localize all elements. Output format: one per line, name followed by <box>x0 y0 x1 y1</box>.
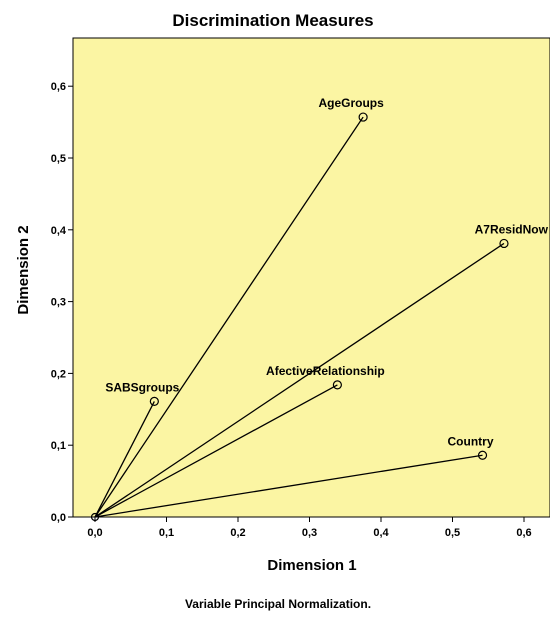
x-tick-label: 0,5 <box>445 527 460 539</box>
vector-line <box>94 116 364 518</box>
plot-area <box>72 37 550 518</box>
point-marker <box>358 112 368 122</box>
x-tick-label: 0,6 <box>516 527 531 539</box>
y-tick-label: 0,1 <box>51 440 66 452</box>
x-tick-label: 0,1 <box>159 527 174 539</box>
point-markers <box>90 112 509 522</box>
point-label: A7ResidNow <box>475 222 549 236</box>
point-label: SABSgroups <box>105 380 179 394</box>
point-marker <box>332 380 342 390</box>
y-tick-label: 0,3 <box>51 297 66 309</box>
x-tick-label: 0,3 <box>302 527 317 539</box>
x-axis: 0,0 0,1 0,2 0,3 0,4 0,5 0,6 <box>87 517 532 539</box>
point-label: AgeGroups <box>318 96 384 110</box>
vector-line <box>94 401 155 518</box>
x-tick-label: 0,4 <box>373 527 389 539</box>
point-marker <box>499 238 509 249</box>
chart-footnote: Variable Principal Normalization. <box>185 597 371 611</box>
y-axis: 0,0 0,1 0,2 0,3 0,4 0,5 0,6 <box>51 81 73 524</box>
x-tick-label: 0,2 <box>230 527 245 539</box>
y-tick-label: 0,4 <box>51 225 67 237</box>
x-axis-title: Dimension 1 <box>267 557 356 574</box>
point-marker <box>477 450 488 460</box>
point-labels: AgeGroups A7ResidNow AfectiveRelationship S… <box>105 96 548 448</box>
vector-line <box>94 454 483 518</box>
y-tick-label: 0,5 <box>51 153 66 165</box>
vector-line <box>94 242 505 518</box>
y-tick-label: 0,2 <box>51 368 66 380</box>
chart-title: Discrimination Measures <box>172 11 373 30</box>
y-tick-label: 0,6 <box>51 81 66 93</box>
vector-line <box>94 384 338 518</box>
y-axis-title: Dimension 2 <box>15 225 32 314</box>
vector-lines <box>94 116 505 518</box>
point-label: AfectiveRelationship <box>266 364 385 378</box>
point-label: Country <box>448 434 494 448</box>
point-marker <box>149 396 159 407</box>
y-tick-label: 0,0 <box>51 512 66 524</box>
x-tick-label: 0,0 <box>87 527 102 539</box>
